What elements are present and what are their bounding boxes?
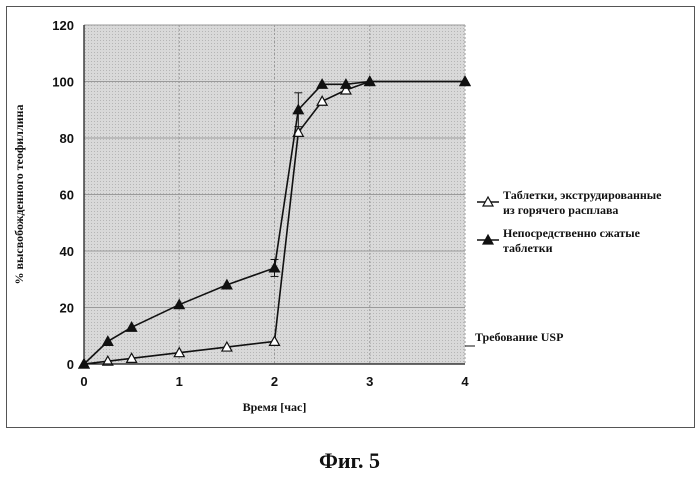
line-chart: Требование USP 0 20 40 60 80 100 120 0 1 2 3 4 Время… (7, 7, 694, 427)
x-tick-label: 1 (176, 374, 183, 389)
x-tick-label: 0 (80, 374, 87, 389)
y-tick-label: 100 (52, 75, 74, 90)
y-tick-label: 80 (60, 131, 74, 146)
y-tick-label: 60 (60, 188, 74, 203)
y-tick-label: 120 (52, 18, 74, 33)
y-axis-title: % высвобожденного теофиллина (12, 105, 26, 285)
annotation-text: Требование USP (475, 330, 563, 344)
x-tick-label: 2 (271, 374, 278, 389)
x-tick-label: 3 (366, 374, 373, 389)
x-tick-label: 4 (461, 374, 469, 389)
legend-label: Таблетки, экструдированныеиз горячего ра… (503, 188, 662, 217)
legend-label: Непосредственно сжатыетаблетки (503, 226, 641, 255)
x-axis-title: Время [час] (243, 400, 307, 414)
y-tick-label: 20 (60, 301, 74, 316)
y-tick-label: 40 (60, 244, 74, 259)
figure-frame: Требование USP 0 20 40 60 80 100 120 0 1 2 3 4 Время… (6, 6, 695, 428)
y-tick-label: 0 (67, 357, 74, 372)
figure-caption: Фиг. 5 (0, 448, 699, 474)
